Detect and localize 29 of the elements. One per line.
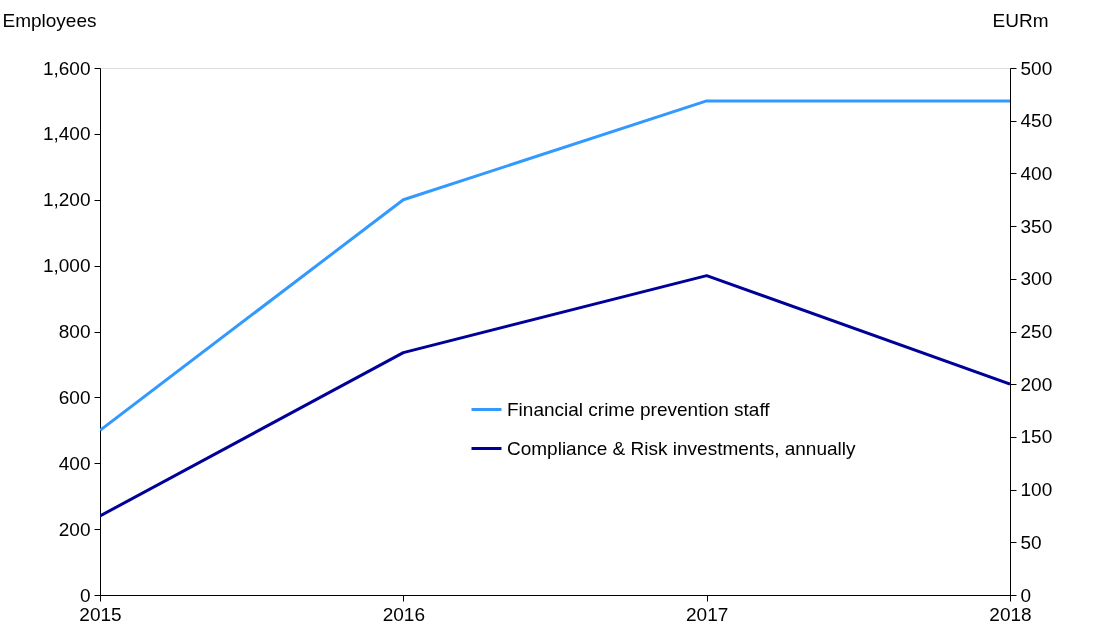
y2-tick-label: 100 <box>1020 479 1053 501</box>
y-tick-label: 1,000 <box>42 255 91 277</box>
x-tick-label: 2017 <box>686 603 729 625</box>
y2-tick-label: 150 <box>1020 426 1053 448</box>
y-tick-label: 400 <box>58 452 91 474</box>
y2-tick-label: 200 <box>1020 373 1053 395</box>
y-tick-label: 600 <box>58 386 91 408</box>
x-tick-label: 2015 <box>79 603 122 625</box>
y2-tick-label: 50 <box>1020 531 1042 553</box>
y2-tick-label: 0 <box>1020 584 1032 606</box>
y2-tick-label: 350 <box>1020 215 1053 237</box>
y-axis-title: Employees <box>2 9 97 31</box>
line-series <box>100 274 1010 518</box>
y-tick-label: 1,400 <box>42 123 91 145</box>
y2-tick-label: 500 <box>1020 57 1053 79</box>
x-tick-label: 2016 <box>382 603 425 625</box>
y-tick-label: 0 <box>79 584 91 606</box>
legend-label: Compliance & Risk investments, annually <box>507 437 856 459</box>
y2-tick-label: 450 <box>1020 110 1053 132</box>
y2-tick-label: 300 <box>1020 268 1053 290</box>
y-tick-label: 200 <box>58 518 91 540</box>
y-tick-label: 800 <box>58 321 91 342</box>
y2-tick-label: 250 <box>1020 321 1053 342</box>
y-tick-label: 1,600 <box>42 57 91 79</box>
x-tick-label: 2018 <box>989 603 1032 625</box>
y2-tick-label: 400 <box>1020 162 1053 184</box>
legend-label: Financial crime prevention staff <box>507 398 771 420</box>
y-tick-label: 1,200 <box>42 189 91 211</box>
y2-axis-title: EURm <box>992 9 1049 31</box>
